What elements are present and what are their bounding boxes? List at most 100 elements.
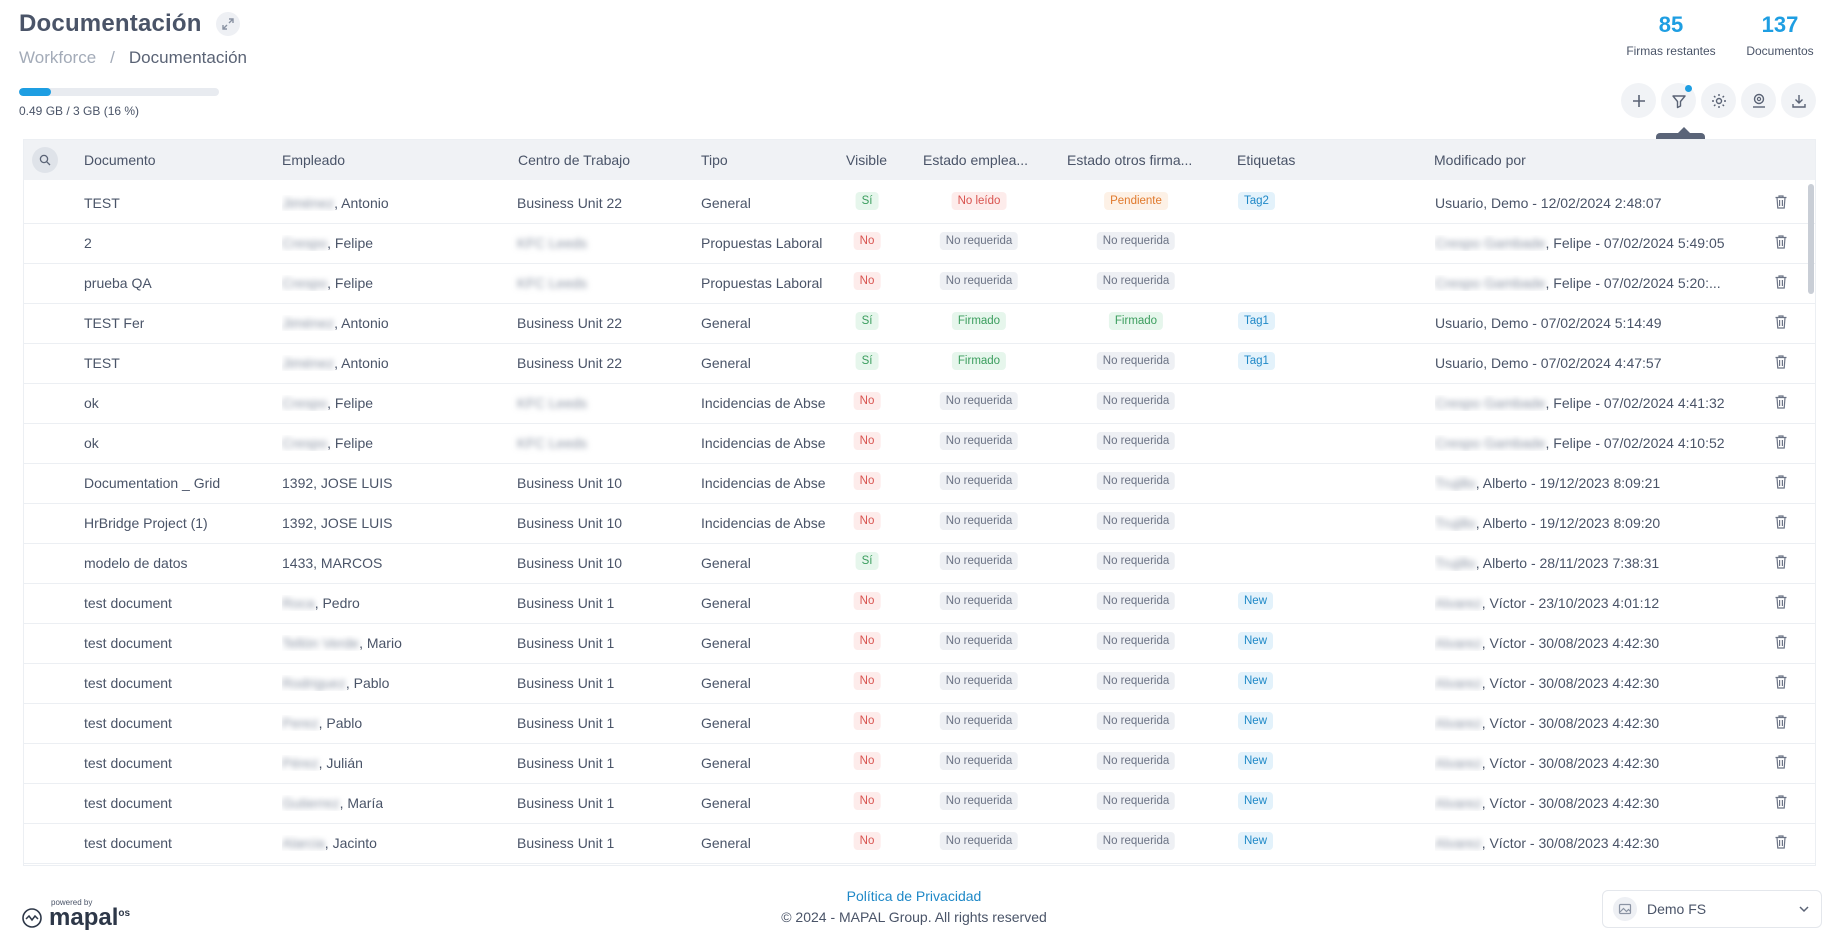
cell-documento[interactable]: test document (84, 595, 172, 611)
table-row[interactable]: test document Rodriguez, Pablo Business Un… (24, 664, 1815, 704)
column-header-empleado[interactable]: Empleado (282, 152, 346, 168)
cell-empleado-name: , Felipe (327, 395, 374, 411)
cell-centro: Business Unit 1 (517, 635, 615, 651)
cell-tipo: General (701, 675, 751, 691)
cell-documento[interactable]: test document (84, 635, 172, 651)
table-scrollbar[interactable] (1808, 184, 1814, 294)
cell-documento[interactable]: TEST (84, 195, 120, 211)
cell-empleado-name: , Jacinto (324, 835, 377, 851)
table-header: Documento Empleado Centro de Trabajo Tip… (24, 140, 1815, 180)
table-row[interactable]: test document Tellón Verde, Mario Business… (24, 624, 1815, 664)
cell-documento[interactable]: ok (84, 435, 99, 451)
delete-button[interactable] (1774, 634, 1788, 653)
cell-empleado: Jiménez, Antonio (282, 315, 389, 331)
column-header-estado-empleado[interactable]: Estado emplea... (923, 152, 1029, 168)
table-row[interactable]: test document Pérez, Julián Business Unit … (24, 744, 1815, 784)
filter-button[interactable] (1661, 83, 1696, 118)
cell-documento[interactable]: TEST (84, 355, 120, 371)
delete-button[interactable] (1774, 314, 1788, 333)
cell-centro: KFC Leeds (517, 235, 588, 251)
column-header-estado-otros[interactable]: Estado otros firma... (1067, 152, 1193, 168)
tag-badge: New (1238, 672, 1274, 690)
visible-badge: No (853, 832, 881, 850)
delete-button[interactable] (1774, 794, 1788, 813)
table-row[interactable]: test document Perez, Pablo Business Unit 1… (24, 704, 1815, 744)
cell-empleado-blurred: Perez (282, 715, 319, 731)
delete-button[interactable] (1774, 754, 1788, 773)
storage-usage: 0.49 GB / 3 GB (16 %) (19, 88, 219, 118)
cell-documento[interactable]: test document (84, 715, 172, 731)
table-row[interactable]: test document Roca, Pedro Business Unit 1 G… (24, 584, 1815, 624)
table-row[interactable]: TEST Jiménez, Antonio Business Unit 22 Gene… (24, 344, 1815, 384)
column-header-tipo[interactable]: Tipo (701, 152, 728, 168)
settings-button[interactable] (1701, 83, 1736, 118)
cell-documento[interactable]: TEST Fer (84, 315, 145, 331)
cell-modificado-text: , Víctor - 30/08/2023 4:42:30 (1481, 755, 1660, 771)
status-empleado-badge: No requerida (939, 272, 1019, 290)
cell-documento[interactable]: HrBridge Project (1) (84, 515, 208, 531)
cell-modificado-text: , Víctor - 30/08/2023 4:42:30 (1481, 675, 1660, 691)
cell-documento[interactable]: modelo de datos (84, 555, 188, 571)
cell-documento[interactable]: test document (84, 755, 172, 771)
cell-documento[interactable]: Documentation _ Grid (84, 475, 221, 491)
column-header-documento[interactable]: Documento (84, 152, 156, 168)
table-row[interactable]: ok Crespo, Felipe KFC Leeds Incidencias de … (24, 424, 1815, 464)
table-row[interactable]: Documentation _ Grid 1392, JOSE LUIS Busin… (24, 464, 1815, 504)
cell-documento[interactable]: 2 (84, 235, 92, 251)
cell-empleado: Alarcia, Jacinto (282, 835, 377, 851)
cell-modificado-blurred: Alvarez (1435, 835, 1482, 851)
table-row[interactable]: 2 Crespo, Felipe KFC Leeds Propuestas Labor… (24, 224, 1815, 264)
table-row[interactable]: TEST Jiménez, Antonio Business Unit 22 Gene… (24, 184, 1815, 224)
delete-button[interactable] (1774, 714, 1788, 733)
cell-documento[interactable]: test document (84, 835, 172, 851)
delete-button[interactable] (1774, 394, 1788, 413)
delete-button[interactable] (1774, 434, 1788, 453)
expand-button[interactable] (215, 12, 240, 36)
delete-button[interactable] (1774, 234, 1788, 253)
delete-button[interactable] (1774, 514, 1788, 533)
table-row[interactable]: prueba QA Crespo, Felipe KFC Leeds Propuest… (24, 264, 1815, 304)
delete-button[interactable] (1774, 274, 1788, 293)
delete-button[interactable] (1774, 194, 1788, 213)
delete-button[interactable] (1774, 554, 1788, 573)
table-row[interactable]: test document Gutierrez, María Business Un… (24, 784, 1815, 824)
status-empleado-badge: No requerida (939, 232, 1019, 250)
delete-button[interactable] (1774, 354, 1788, 373)
cell-empleado-blurred: Alarcia (282, 835, 325, 851)
column-header-etiquetas[interactable]: Etiquetas (1237, 152, 1296, 168)
column-header-modificado[interactable]: Modificado por (1434, 152, 1526, 168)
delete-button[interactable] (1774, 474, 1788, 493)
download-button[interactable] (1781, 83, 1816, 118)
status-otros-badge: No requerida (1096, 552, 1176, 570)
privacy-link[interactable]: Política de Privacidad (846, 888, 982, 904)
organization-select[interactable]: Demo FS (1602, 890, 1822, 928)
breadcrumb: Workforce / Documentación (19, 48, 247, 68)
status-otros-badge: No requerida (1096, 272, 1176, 290)
cell-documento[interactable]: prueba QA (84, 275, 152, 291)
cell-documento[interactable]: test document (84, 795, 172, 811)
visible-badge: Sí (855, 552, 879, 570)
table-row[interactable]: test document Alarcia, Jacinto Business Un… (24, 824, 1815, 864)
signature-button[interactable] (1741, 83, 1776, 118)
add-button[interactable] (1621, 83, 1656, 118)
cell-documento[interactable]: test document (84, 675, 172, 691)
cell-centro: KFC Leeds (517, 275, 588, 291)
cell-modificado: Alvarez, Víctor - 30/08/2023 4:42:30 (1435, 715, 1753, 731)
breadcrumb-workforce[interactable]: Workforce (19, 48, 97, 67)
cell-empleado-name: 1433, MARCOS (282, 555, 383, 571)
table-row[interactable]: ok Crespo, Felipe KFC Leeds Incidencias de … (24, 384, 1815, 424)
table-row[interactable]: TEST Fer Jiménez, Antonio Business Unit 22… (24, 304, 1815, 344)
delete-button[interactable] (1774, 594, 1788, 613)
cell-modificado-blurred: Alvarez (1435, 595, 1482, 611)
column-header-centro[interactable]: Centro de Trabajo (518, 152, 631, 168)
delete-button[interactable] (1774, 834, 1788, 853)
table-body: TEST Jiménez, Antonio Business Unit 22 Gene… (24, 184, 1815, 865)
delete-button[interactable] (1774, 674, 1788, 693)
cell-documento[interactable]: ok (84, 395, 99, 411)
table-row[interactable]: HrBridge Project (1) 1392, JOSE LUIS Busin… (24, 504, 1815, 544)
table-row[interactable]: modelo de datos 1433, MARCOS Business Unit… (24, 544, 1815, 584)
cell-modificado-text: Usuario, Demo - 07/02/2024 4:47:57 (1435, 355, 1662, 371)
table-search-button[interactable] (32, 147, 58, 173)
cell-modificado: Alvarez, Víctor - 23/10/2023 4:01:12 (1435, 595, 1753, 611)
column-header-visible[interactable]: Visible (846, 152, 887, 168)
